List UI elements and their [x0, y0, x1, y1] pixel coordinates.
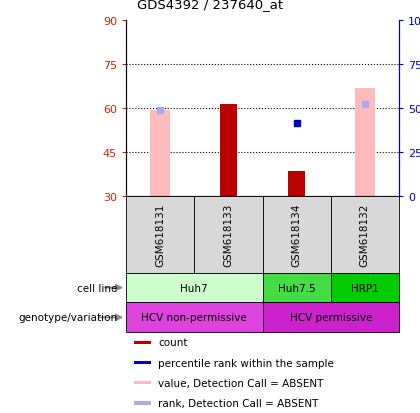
Text: GDS4392 / 237640_at: GDS4392 / 237640_at: [137, 0, 283, 11]
Text: Huh7: Huh7: [181, 283, 208, 293]
Text: GSM618134: GSM618134: [291, 203, 302, 266]
Bar: [262, 273, 331, 303]
Text: GSM618131: GSM618131: [155, 203, 165, 266]
Bar: [134, 341, 151, 344]
Bar: [134, 401, 151, 405]
Text: Huh7.5: Huh7.5: [278, 283, 315, 293]
Text: HCV permissive: HCV permissive: [289, 313, 372, 323]
Text: rank, Detection Call = ABSENT: rank, Detection Call = ABSENT: [158, 398, 318, 408]
Text: genotype/variation: genotype/variation: [18, 313, 118, 323]
Bar: [126, 303, 262, 332]
Bar: [331, 273, 399, 303]
Bar: [262, 197, 331, 273]
Text: GSM618132: GSM618132: [360, 203, 370, 266]
Bar: [134, 361, 151, 364]
Bar: [262, 303, 399, 332]
Text: GSM618133: GSM618133: [223, 203, 234, 266]
Text: cell line: cell line: [77, 283, 118, 293]
Bar: [288, 172, 305, 197]
Bar: [194, 197, 262, 273]
Bar: [126, 273, 262, 303]
Bar: [126, 197, 194, 273]
Bar: [134, 381, 151, 385]
Bar: [150, 110, 171, 197]
Text: HRP1: HRP1: [351, 283, 379, 293]
Bar: [220, 104, 237, 197]
Text: value, Detection Call = ABSENT: value, Detection Call = ABSENT: [158, 378, 323, 388]
Text: HCV non-permissive: HCV non-permissive: [142, 313, 247, 323]
Bar: [331, 197, 399, 273]
Text: count: count: [158, 337, 187, 347]
Text: percentile rank within the sample: percentile rank within the sample: [158, 358, 334, 368]
Bar: [354, 88, 375, 197]
